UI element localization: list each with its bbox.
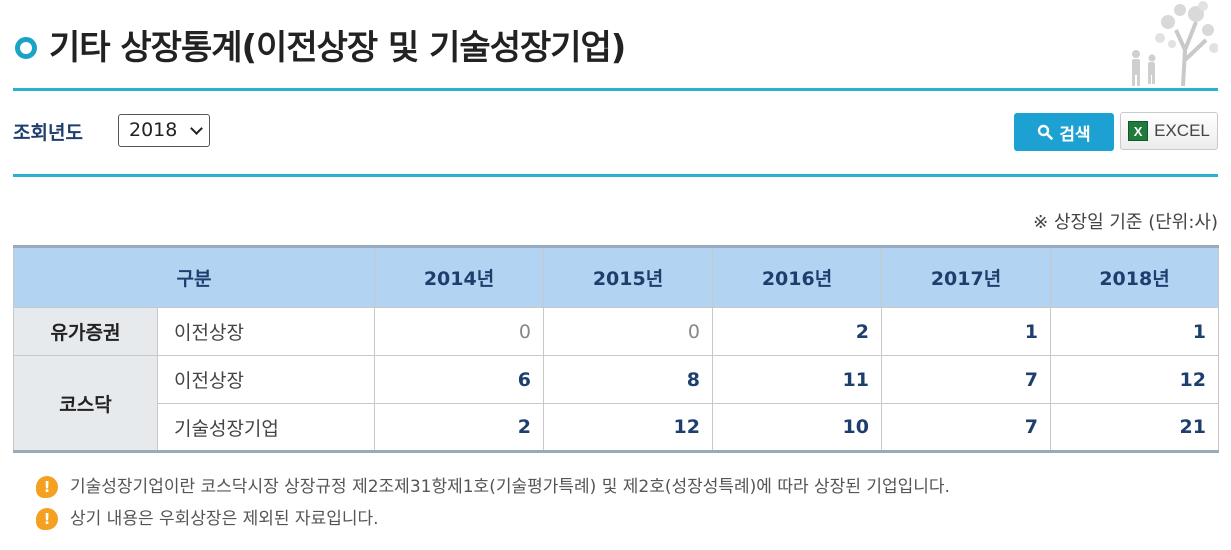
circle-bullet-icon [15,37,37,59]
table-cell: 2 [712,307,882,356]
table-header-row: 구분 2014년 2015년 2016년 2017년 2018년 [13,245,1219,308]
page-title: 기타 상장통계(이전상장 및 기술성장기업) [49,28,626,68]
table-cell: 1 [881,307,1051,356]
year-select[interactable]: 2018 [118,114,210,147]
excel-button-label: EXCEL [1154,121,1210,140]
filter-bar: 조회년도 2018 검색 X EXCEL [13,90,1218,177]
table-cell: 0 [543,307,713,356]
table-cell: 6 [374,355,544,404]
row-label: 기술성장기업 [157,403,375,452]
table-cell: 21 [1050,403,1219,452]
page-header: 기타 상장통계(이전상장 및 기술성장기업) [13,0,1218,91]
table-cell: 0 [374,307,544,356]
table-cell: 8 [543,355,713,404]
table-cell: 10 [712,403,882,452]
table-cell: 2 [374,403,544,452]
search-button[interactable]: 검색 [1014,113,1114,151]
listing-stats-table: 구분 2014년 2015년 2016년 2017년 2018년 유가증권 이전… [13,245,1219,453]
column-header: 2014년 [374,245,544,308]
note-text: 상기 내용은 우회상장은 제외된 자료입니다. [70,509,379,529]
chevron-down-icon [190,122,203,135]
row-label: 이전상장 [157,355,375,404]
note-item: ! 기술성장기업이란 코스닥시장 상장규정 제2조제31항제1호(기술평가특례)… [36,475,950,507]
exclamation-icon: ! [36,508,58,530]
table-cell: 12 [1050,355,1219,404]
table-row: 유가증권 이전상장 0 0 2 1 1 [13,307,1219,356]
notes-list: ! 기술성장기업이란 코스닥시장 상장규정 제2조제31항제1호(기술평가특례)… [36,475,950,539]
table-cell: 12 [543,403,713,452]
tree-people-decoration [1132,1,1218,86]
search-icon [1038,124,1054,140]
column-header: 2018년 [1050,245,1219,308]
table-cell: 1 [1050,307,1219,356]
row-group-label: 유가증권 [13,307,158,356]
table-cell: 11 [712,355,882,404]
note-item: ! 상기 내용은 우회상장은 제외된 자료입니다. [36,507,950,539]
table-cell: 7 [881,403,1051,452]
year-select-value: 2018 [129,119,178,141]
excel-icon: X [1128,121,1149,141]
table-cell: 7 [881,355,1051,404]
column-header: 구분 [13,245,375,308]
excel-download-button[interactable]: X EXCEL [1120,112,1218,150]
exclamation-icon: ! [36,476,58,498]
year-label: 조회년도 [13,122,83,144]
column-header: 2015년 [543,245,713,308]
column-header: 2017년 [881,245,1051,308]
unit-note: ※ 상장일 기준 (단위:사) [1033,212,1218,233]
table-row: 코스닥 이전상장 6 8 11 7 12 [13,355,1219,452]
table-row: 기술성장기업 2 12 10 7 21 [14,403,1219,452]
row-group-label: 코스닥 [13,355,158,452]
row-label: 이전상장 [157,307,375,356]
note-text: 기술성장기업이란 코스닥시장 상장규정 제2조제31항제1호(기술평가특례) 및… [70,477,950,497]
column-header: 2016년 [712,245,882,308]
search-button-label: 검색 [1059,124,1091,145]
